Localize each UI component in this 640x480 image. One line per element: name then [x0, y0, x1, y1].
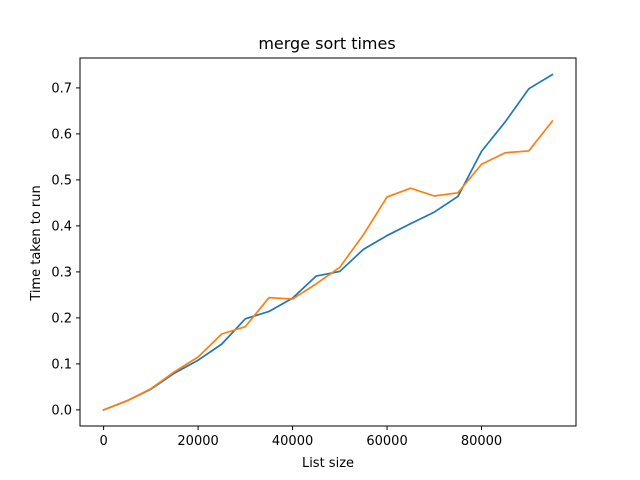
x-axis-ticks: 0 20000 40000 60000 80000	[99, 426, 502, 449]
chart-title: merge sort times	[258, 34, 395, 53]
y-tick-label: 0.7	[51, 81, 72, 96]
y-tick-label: 0.6	[51, 127, 72, 142]
axes-frame	[79, 57, 577, 427]
y-tick-label: 0.3	[51, 265, 72, 280]
series-line-2	[102, 119, 554, 412]
series-line-1	[102, 73, 554, 412]
x-tick-label: 20000	[177, 434, 218, 449]
x-tick-label: 60000	[366, 434, 407, 449]
y-tick-label: 0.5	[51, 173, 72, 188]
series-layer	[102, 73, 554, 412]
y-axis-label: Time taken to run	[29, 185, 44, 301]
y-tick-label: 0.0	[51, 403, 72, 418]
y-tick-label: 0.1	[51, 357, 72, 372]
y-tick-label: 0.2	[51, 311, 72, 326]
y-axis-ticks: 0.0 0.1 0.2 0.3 0.4 0.5 0.6 0.7	[51, 81, 80, 418]
x-tick-label: 0	[99, 434, 107, 449]
y-tick-label: 0.4	[51, 219, 72, 234]
x-axis-label: List size	[302, 456, 354, 471]
x-tick-label: 80000	[461, 434, 502, 449]
plot-area: 0 20000 40000 60000 80000 0.0 0.1 0.2 0.3 0.4 0.5…	[51, 57, 577, 449]
x-tick-label: 40000	[272, 434, 313, 449]
